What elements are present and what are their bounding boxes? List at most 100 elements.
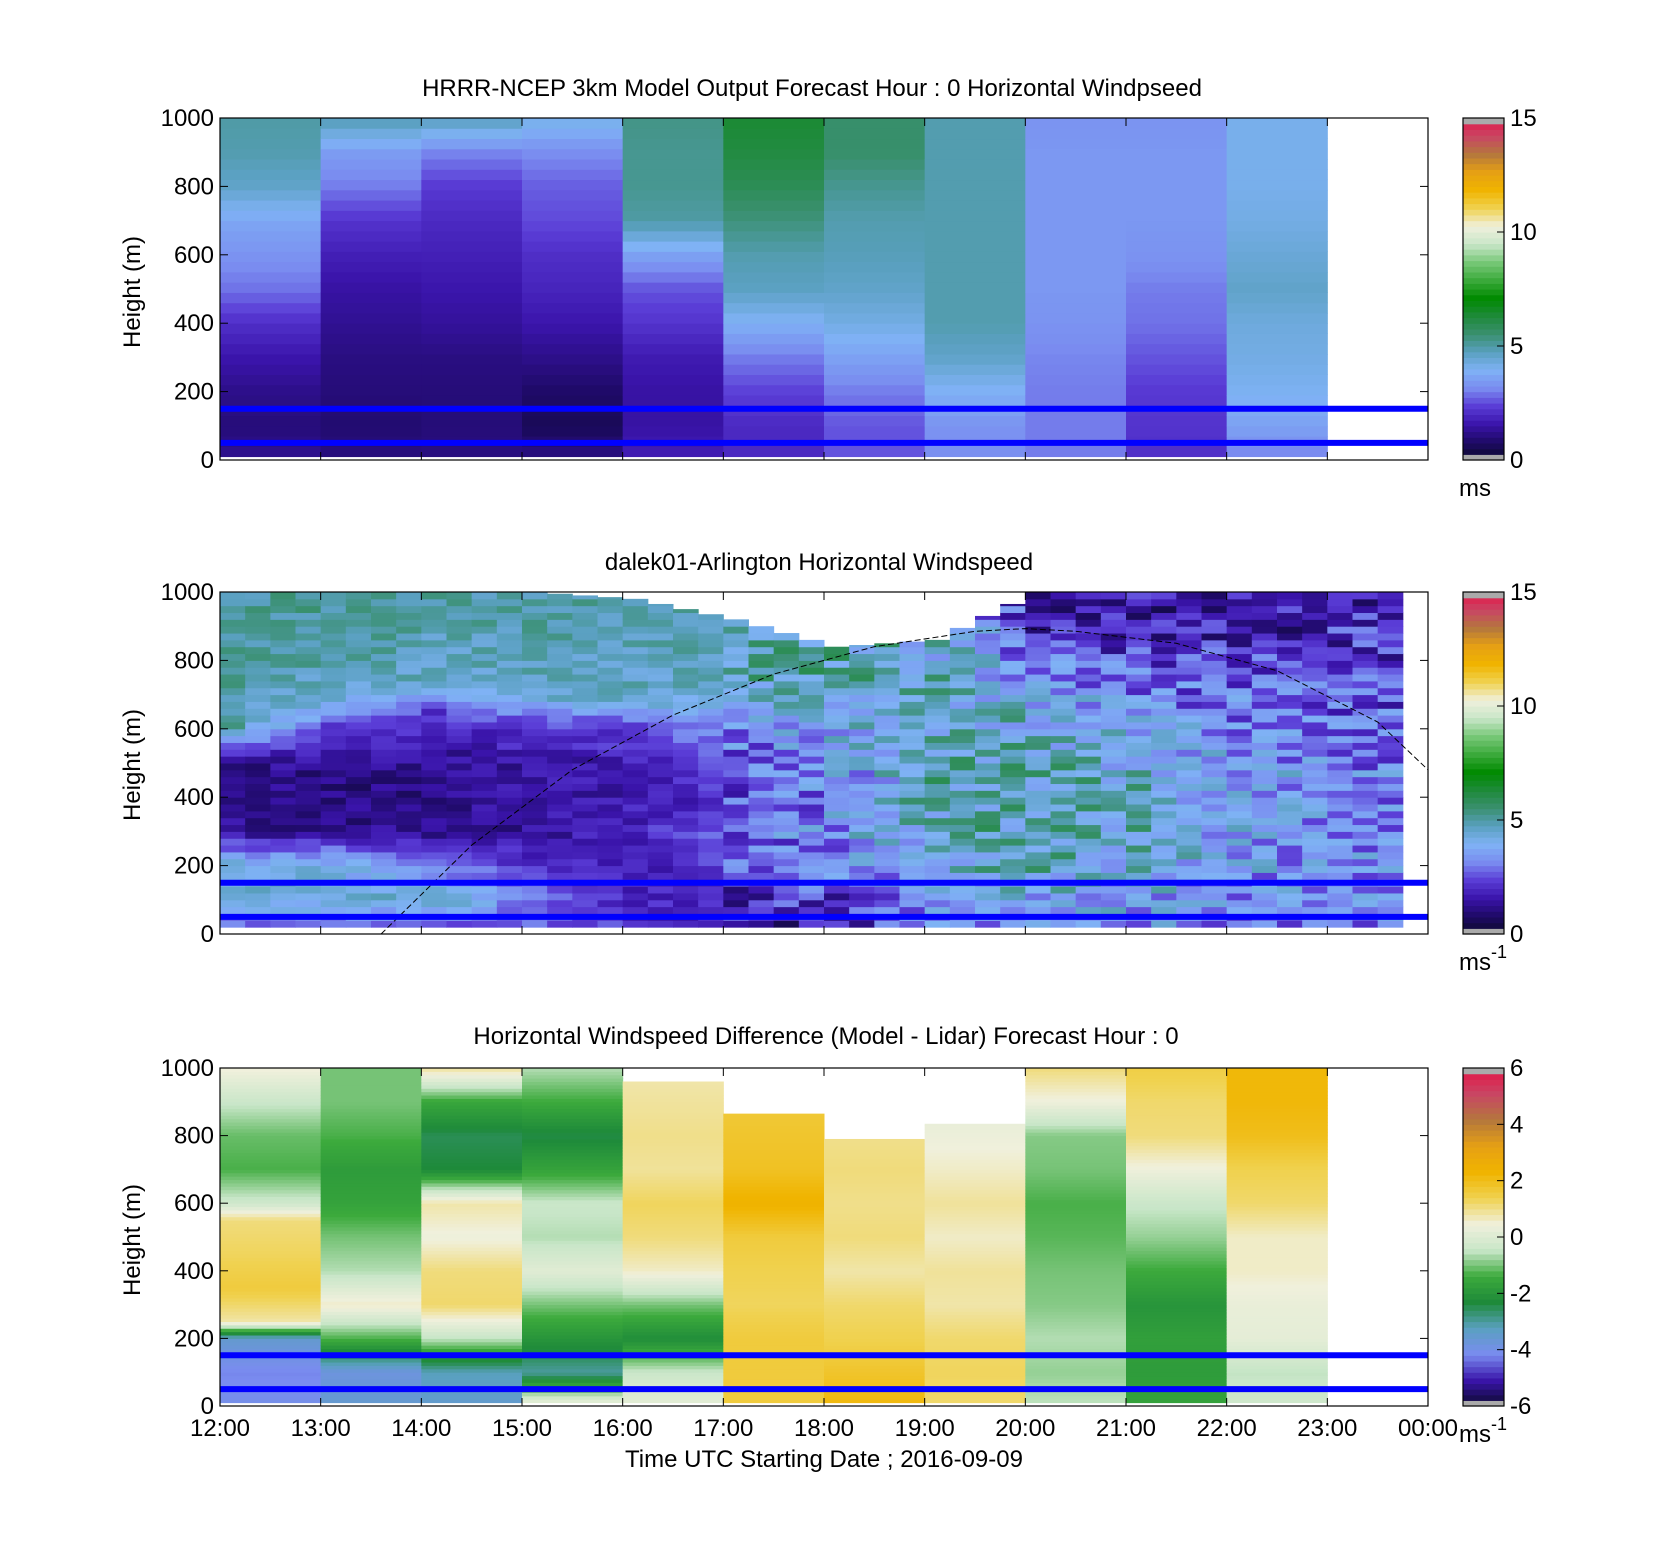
heatmap-cell xyxy=(949,776,976,785)
heatmap-cell xyxy=(1126,1108,1228,1113)
heatmap-cell xyxy=(723,1169,825,1174)
heatmap-cell xyxy=(522,845,548,853)
heatmap-cell xyxy=(421,1378,523,1383)
heatmap-cell xyxy=(673,851,699,860)
heatmap-cell xyxy=(1100,906,1127,914)
heatmap-cell xyxy=(1100,797,1127,805)
heatmap-cell xyxy=(924,749,951,757)
heatmap-cell xyxy=(220,831,246,839)
heatmap-cell xyxy=(698,639,724,648)
heatmap-cell xyxy=(522,851,548,860)
heatmap-cell xyxy=(1352,817,1379,826)
heatmap-cell xyxy=(522,446,624,458)
heatmap-cell xyxy=(1226,1243,1328,1248)
heatmap-cell xyxy=(1025,1291,1127,1295)
heatmap-cell xyxy=(924,343,1026,355)
heatmap-cell xyxy=(622,1287,724,1292)
heatmap-cell xyxy=(1126,804,1152,812)
heatmap-cell xyxy=(547,633,573,641)
heatmap-cell xyxy=(1251,892,1278,901)
heatmap-cell xyxy=(698,619,724,627)
heatmap-cell xyxy=(824,1287,926,1292)
heatmap-cell xyxy=(698,769,724,778)
heatmap-cell xyxy=(1327,858,1353,867)
heatmap-cell xyxy=(924,653,951,661)
heatmap-cell xyxy=(421,810,447,819)
heatmap-cell xyxy=(849,920,875,928)
heatmap-cell xyxy=(1075,680,1102,689)
heatmap-cell xyxy=(1226,1179,1328,1184)
heatmap-cell xyxy=(622,1145,724,1150)
heatmap-cell xyxy=(1251,626,1278,634)
heatmap-cell xyxy=(1327,633,1353,641)
heatmap-cell xyxy=(723,1240,825,1245)
heatmap-cell xyxy=(1100,694,1127,702)
heatmap-cell xyxy=(320,1142,422,1147)
heatmap-cell xyxy=(1302,920,1328,928)
heatmap-cell xyxy=(371,721,397,730)
heatmap-cell xyxy=(1151,776,1177,785)
heatmap-cell xyxy=(824,735,850,743)
heatmap-cell xyxy=(1277,653,1303,661)
heatmap-cell xyxy=(220,1365,322,1370)
heatmap-cell xyxy=(622,1152,724,1157)
heatmap-cell xyxy=(874,660,900,668)
colorbar-segment xyxy=(1463,232,1504,239)
heatmap-cell xyxy=(572,872,598,880)
heatmap-cell xyxy=(1151,831,1177,839)
heatmap-cell xyxy=(924,128,1026,140)
heatmap-cell xyxy=(748,892,775,901)
heatmap-cell xyxy=(1226,687,1253,696)
heatmap-cell xyxy=(1126,343,1228,355)
heatmap-cell xyxy=(522,1128,624,1133)
heatmap-cell xyxy=(522,838,548,846)
heatmap-cell xyxy=(522,169,624,181)
heatmap-cell xyxy=(1327,892,1353,901)
heatmap-cell xyxy=(924,446,1026,458)
heatmap-cell xyxy=(446,694,473,702)
heatmap-cell xyxy=(1226,1142,1328,1147)
heatmap-cell xyxy=(1226,1199,1328,1204)
heatmap-cell xyxy=(924,694,951,702)
y-tick-label: 400 xyxy=(174,784,214,811)
heatmap-cell xyxy=(1126,1257,1228,1262)
heatmap-cell xyxy=(622,1088,724,1093)
heatmap-cell xyxy=(345,845,372,853)
colorbar-segment xyxy=(1463,728,1504,736)
heatmap-cell xyxy=(622,763,649,771)
heatmap-cell xyxy=(1126,210,1228,222)
heatmap-cell xyxy=(1377,886,1404,894)
heatmap-cell xyxy=(1025,446,1127,458)
heatmap-cell xyxy=(345,715,372,723)
heatmap-cell xyxy=(1226,1345,1328,1350)
heatmap-cell xyxy=(1302,817,1328,826)
heatmap-cell xyxy=(320,667,347,675)
heatmap-cell xyxy=(924,138,1026,150)
heatmap-cell xyxy=(295,906,322,914)
heatmap-cell xyxy=(924,1335,1026,1339)
heatmap-cell xyxy=(1050,694,1077,702)
heatmap-cell xyxy=(1176,667,1202,675)
heatmap-cell xyxy=(1277,646,1303,655)
heatmap-cell xyxy=(547,858,573,867)
heatmap-cell xyxy=(849,687,875,696)
heatmap-cell xyxy=(220,667,246,675)
heatmap-cell xyxy=(1025,680,1051,689)
heatmap-cell xyxy=(320,1152,422,1157)
heatmap-cell xyxy=(320,1240,422,1245)
heatmap-cell xyxy=(320,1132,422,1137)
heatmap-cell xyxy=(949,851,976,860)
heatmap-cell xyxy=(1226,1284,1328,1289)
heatmap-cell xyxy=(899,660,926,668)
heatmap-cell xyxy=(1100,838,1127,846)
heatmap-cell xyxy=(1352,831,1379,839)
heatmap-cell xyxy=(1176,612,1202,620)
y-tick-label: 0 xyxy=(201,921,214,948)
heatmap-cell xyxy=(824,1176,926,1181)
heatmap-cell xyxy=(320,1145,422,1150)
heatmap-cell xyxy=(1277,769,1303,778)
heatmap-cell xyxy=(723,763,749,771)
heatmap-cell xyxy=(849,831,875,839)
heatmap-cell xyxy=(1100,633,1127,641)
heatmap-cell xyxy=(496,742,523,750)
